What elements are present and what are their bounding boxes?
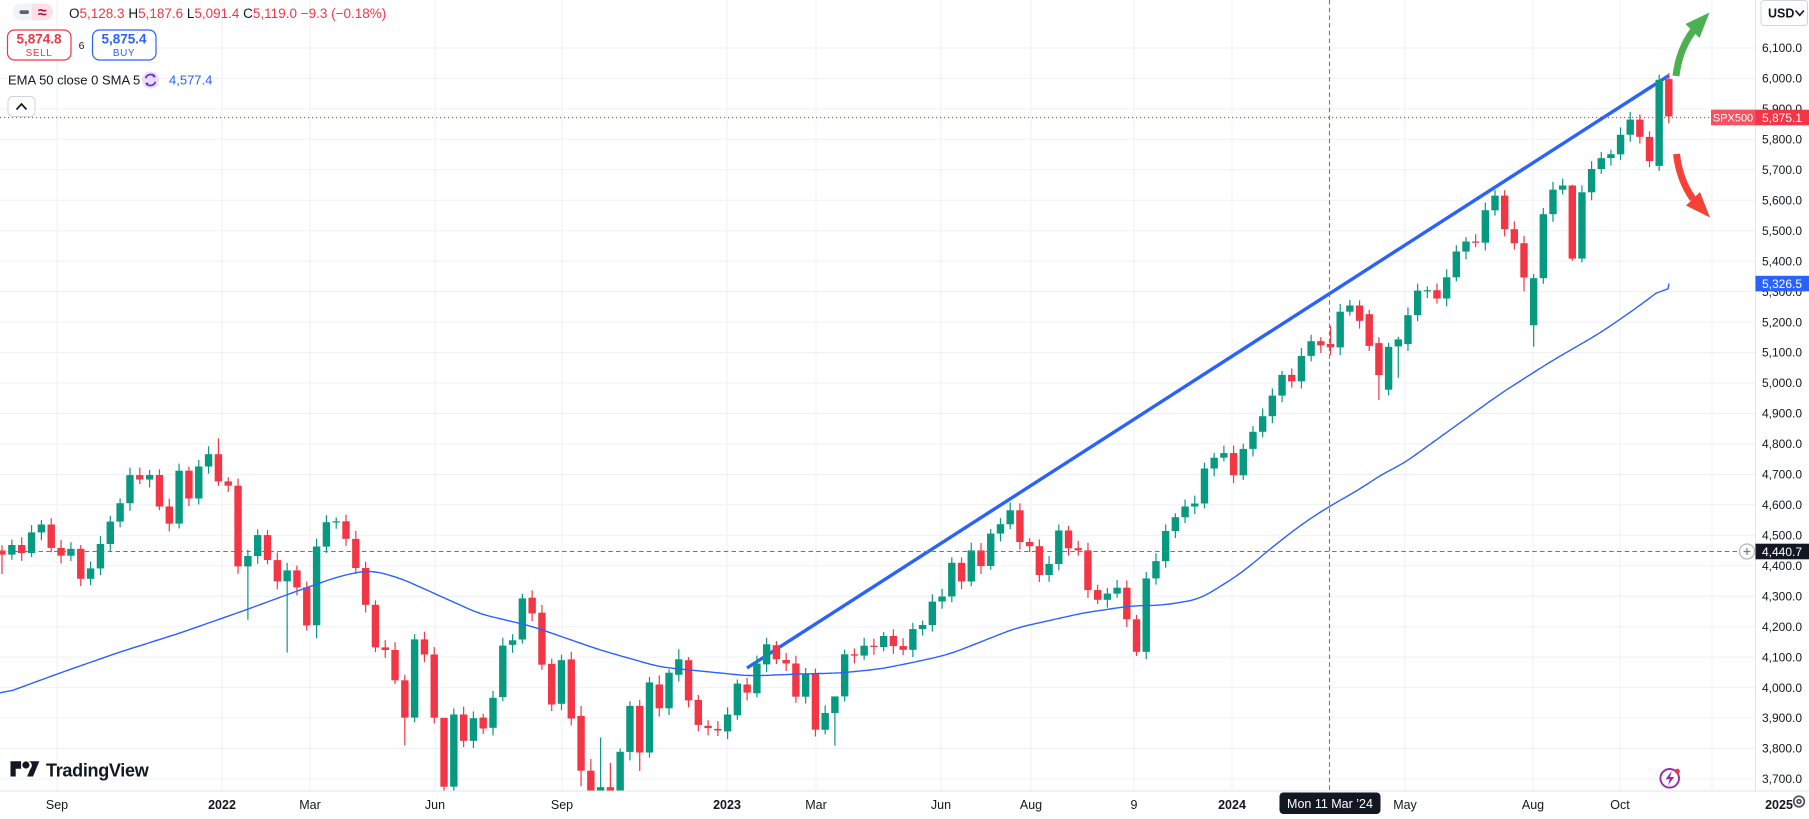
svg-text:4,400.0: 4,400.0 (1762, 559, 1802, 573)
svg-text:5,500.0: 5,500.0 (1762, 224, 1802, 238)
svg-text:4,500.0: 4,500.0 (1762, 529, 1802, 543)
svg-text:2025: 2025 (1765, 798, 1793, 812)
svg-text:4,900.0: 4,900.0 (1762, 407, 1802, 421)
svg-text:TradingView: TradingView (46, 761, 150, 781)
svg-text:USD: USD (1768, 7, 1794, 21)
svg-text:5,875.4: 5,875.4 (101, 32, 147, 47)
svg-text:O5,128.3 H5,187.6 L5,091.4 C5,: O5,128.3 H5,187.6 L5,091.4 C5,119.0 −9.3… (69, 6, 386, 21)
svg-text:2024: 2024 (1218, 798, 1246, 812)
svg-text:Sep: Sep (551, 798, 573, 812)
svg-text:9: 9 (1131, 798, 1138, 812)
svg-text:Mon 11 Mar ’24: Mon 11 Mar ’24 (1287, 797, 1373, 811)
svg-text:Oct: Oct (1610, 798, 1630, 812)
svg-text:3,700.0: 3,700.0 (1762, 772, 1802, 786)
svg-text:4,100.0: 4,100.0 (1762, 650, 1802, 664)
svg-text:SPX500: SPX500 (1713, 113, 1753, 125)
svg-text:Mar: Mar (805, 798, 827, 812)
svg-text:Aug: Aug (1522, 798, 1544, 812)
svg-text:5,000.0: 5,000.0 (1762, 376, 1802, 390)
svg-text:6,100.0: 6,100.0 (1762, 41, 1802, 55)
svg-text:5,700.0: 5,700.0 (1762, 163, 1802, 177)
svg-text:Sep: Sep (46, 798, 68, 812)
svg-text:May: May (1393, 798, 1417, 812)
svg-text:5,326.5: 5,326.5 (1762, 277, 1802, 291)
svg-text:4,200.0: 4,200.0 (1762, 620, 1802, 634)
svg-text:BUY: BUY (113, 48, 135, 59)
svg-text:5,200.0: 5,200.0 (1762, 315, 1802, 329)
svg-text:5,400.0: 5,400.0 (1762, 254, 1802, 268)
svg-text:2022: 2022 (208, 798, 236, 812)
svg-text:Mar: Mar (299, 798, 321, 812)
svg-text:5,875.1: 5,875.1 (1762, 111, 1802, 125)
svg-text:5,874.8: 5,874.8 (16, 32, 62, 47)
svg-text:4,700.0: 4,700.0 (1762, 468, 1802, 482)
svg-text:Aug: Aug (1020, 798, 1042, 812)
svg-text:4,577.4: 4,577.4 (169, 73, 212, 88)
svg-text:SELL: SELL (26, 48, 53, 59)
svg-text:5,800.0: 5,800.0 (1762, 133, 1802, 147)
svg-text:4,300.0: 4,300.0 (1762, 589, 1802, 603)
svg-text:4,000.0: 4,000.0 (1762, 681, 1802, 695)
svg-text:6,000.0: 6,000.0 (1762, 72, 1802, 86)
svg-text:3,800.0: 3,800.0 (1762, 742, 1802, 756)
svg-text:≈: ≈ (38, 5, 47, 22)
svg-text:4,600.0: 4,600.0 (1762, 498, 1802, 512)
svg-text:4,800.0: 4,800.0 (1762, 437, 1802, 451)
svg-text:Jun: Jun (931, 798, 951, 812)
svg-text:EMA 50 close 0 SMA 5: EMA 50 close 0 SMA 5 (8, 73, 140, 88)
svg-text:2023: 2023 (713, 798, 741, 812)
svg-text:Jun: Jun (425, 798, 445, 812)
svg-text:5,100.0: 5,100.0 (1762, 346, 1802, 360)
svg-text:5,600.0: 5,600.0 (1762, 194, 1802, 208)
svg-text:6: 6 (79, 40, 85, 52)
svg-text:4,440.7: 4,440.7 (1762, 545, 1802, 559)
svg-text:3,900.0: 3,900.0 (1762, 711, 1802, 725)
